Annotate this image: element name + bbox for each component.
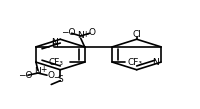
Text: N: N — [77, 32, 84, 40]
Text: +: + — [82, 30, 88, 39]
Text: −O: −O — [18, 71, 32, 80]
Text: −O: −O — [61, 28, 75, 37]
Text: Cl: Cl — [132, 30, 140, 39]
Text: CF₃: CF₃ — [127, 58, 142, 67]
Text: −: − — [53, 73, 59, 82]
Text: S: S — [57, 75, 63, 83]
Text: +: + — [40, 65, 46, 74]
Text: O: O — [47, 71, 54, 80]
Text: N: N — [34, 67, 41, 76]
Text: N: N — [51, 38, 57, 47]
Text: CF₃: CF₃ — [48, 58, 63, 67]
Text: O: O — [88, 28, 95, 37]
Text: H: H — [51, 40, 57, 49]
Text: N: N — [152, 58, 158, 67]
